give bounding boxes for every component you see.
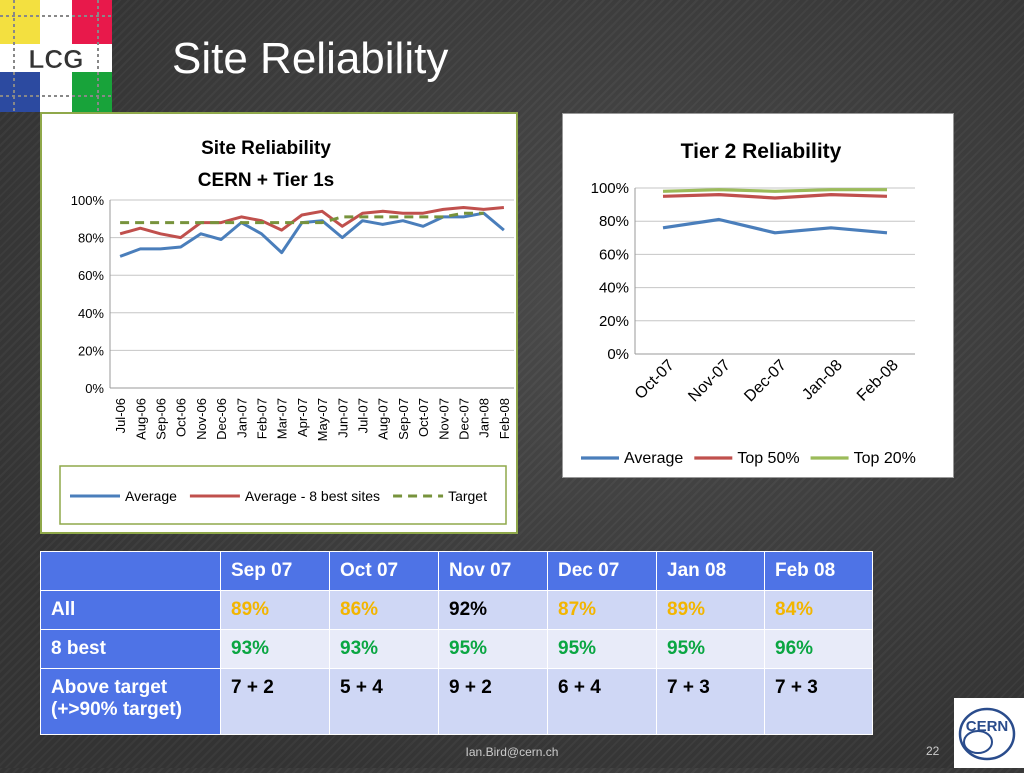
series-line-average-8-best-sites <box>119 206 505 240</box>
x-tick-label: Feb-08 <box>854 357 902 405</box>
x-tick-label: Jan-08 <box>477 398 492 438</box>
y-tick-label: 80% <box>599 213 629 230</box>
x-tick-label: Dec-06 <box>214 398 229 440</box>
table-cell: 96% <box>764 629 873 669</box>
x-tick-label: Jan-08 <box>799 357 846 404</box>
table-cell: 9 + 2 <box>438 668 548 735</box>
x-tick-label: Aug-07 <box>376 398 391 440</box>
row-label: Above target (+>90% target) <box>40 668 221 735</box>
site-reliability-chart: Site Reliability CERN + Tier 1s 0% 20% 40%… <box>40 112 518 534</box>
cern-logo: CERN <box>954 698 1024 768</box>
table-cell: 95% <box>438 629 548 669</box>
chart-subtitle: CERN + Tier 1s <box>198 170 334 191</box>
chart-title: Site Reliability <box>201 138 331 159</box>
table-cell: 95% <box>656 629 765 669</box>
slide-title: Site Reliability <box>172 34 449 83</box>
x-tick-label: May-07 <box>315 398 330 441</box>
y-tick-label: 60% <box>78 268 104 283</box>
table-cell: 84% <box>764 590 873 630</box>
x-tick-label: Dec-07 <box>457 398 472 440</box>
header-cell: Oct 07 <box>329 551 439 591</box>
x-tick-label: Mar-07 <box>275 398 290 439</box>
x-tick-label: Apr-07 <box>295 398 310 437</box>
x-tick-label: Aug-06 <box>133 398 148 440</box>
cern-logo-text: CERN <box>966 718 1009 735</box>
table-cell: 93% <box>220 629 330 669</box>
series-line-average <box>662 217 888 235</box>
y-tick-label: 40% <box>78 306 104 321</box>
header-cell <box>40 551 221 591</box>
x-tick-label: Jun-07 <box>335 398 350 438</box>
legend-box <box>59 465 507 525</box>
table-row: 8 best 93% 93% 95% 95% 95% 96% <box>40 629 873 669</box>
table-cell: 89% <box>656 590 765 630</box>
chart-title: Tier 2 Reliability <box>681 140 842 163</box>
table-cell: 89% <box>220 590 330 630</box>
table-cell: 87% <box>547 590 657 630</box>
x-tick-label: Jan-07 <box>234 398 249 438</box>
table-cell: 92% <box>438 590 548 630</box>
legend-label: Top 20% <box>854 450 916 467</box>
table-cell: 7 + 3 <box>764 668 873 735</box>
header-cell: Feb 08 <box>764 551 873 591</box>
table-header-row: Sep 07 Oct 07 Nov 07 Dec 07 Jan 08 Feb 0… <box>40 551 873 591</box>
x-tick-label: Sep-06 <box>154 398 169 440</box>
table-cell: 7 + 3 <box>656 668 765 735</box>
y-tick-label: 100% <box>71 193 105 208</box>
x-tick-label: Oct-07 <box>632 357 678 403</box>
table-row: All 89% 86% 92% 87% 89% 84% <box>40 590 873 630</box>
x-tick-label: Nov-06 <box>194 398 209 440</box>
page-number: 22 <box>926 744 940 758</box>
y-tick-label: 20% <box>599 313 629 330</box>
x-tick-label: Oct-07 <box>416 398 431 437</box>
series-line-top-20- <box>662 188 887 193</box>
x-tick-label: Sep-07 <box>396 398 411 440</box>
y-tick-label: 0% <box>85 381 104 396</box>
footer-email: Ian.Bird@cern.ch <box>465 745 559 759</box>
table-row: Above target (+>90% target) 7 + 2 5 + 4 … <box>40 668 873 735</box>
x-tick-label: Jul-06 <box>113 398 128 433</box>
y-tick-label: 100% <box>591 180 629 197</box>
table-cell: 95% <box>547 629 657 669</box>
legend-label: Average <box>125 488 177 504</box>
y-tick-label: 0% <box>607 346 629 363</box>
legend-label: Average <box>624 450 683 467</box>
tier2-reliability-chart: Tier 2 Reliability 0% 20% 40% 60% 80% 100% Oc… <box>562 113 954 478</box>
series-line-top-50- <box>662 193 888 200</box>
x-tick-label: Nov-07 <box>685 357 734 406</box>
lcg-logo: LCG <box>0 0 112 112</box>
x-tick-label: Dec-07 <box>741 357 790 406</box>
row-label: 8 best <box>40 629 221 669</box>
header-cell: Nov 07 <box>438 551 548 591</box>
y-tick-label: 80% <box>78 231 104 246</box>
x-tick-label: Oct-06 <box>174 398 189 437</box>
table-cell: 6 + 4 <box>547 668 657 735</box>
series-line-average <box>119 211 505 258</box>
y-tick-label: 20% <box>78 343 104 358</box>
series-line-target <box>120 211 484 225</box>
header-cell: Sep 07 <box>220 551 330 591</box>
y-tick-label: 60% <box>599 246 629 263</box>
legend-label: Target <box>448 488 487 504</box>
table-cell: 5 + 4 <box>329 668 439 735</box>
legend-label: Average - 8 best sites <box>245 488 380 504</box>
x-tick-label: Nov-07 <box>436 398 451 440</box>
x-tick-label: Feb-07 <box>255 398 270 439</box>
table-cell: 93% <box>329 629 439 669</box>
x-tick-label: Jul-07 <box>356 398 371 433</box>
header-cell: Dec 07 <box>547 551 657 591</box>
table-cell: 86% <box>329 590 439 630</box>
reliability-table: Sep 07 Oct 07 Nov 07 Dec 07 Jan 08 Feb 0… <box>40 551 873 735</box>
y-tick-label: 40% <box>599 280 629 297</box>
table-cell: 7 + 2 <box>220 668 330 735</box>
x-tick-label: Feb-08 <box>497 398 512 439</box>
row-label: All <box>40 590 221 630</box>
header-cell: Jan 08 <box>656 551 765 591</box>
logo-text: LCG <box>29 44 84 74</box>
legend-label: Top 50% <box>737 450 799 467</box>
